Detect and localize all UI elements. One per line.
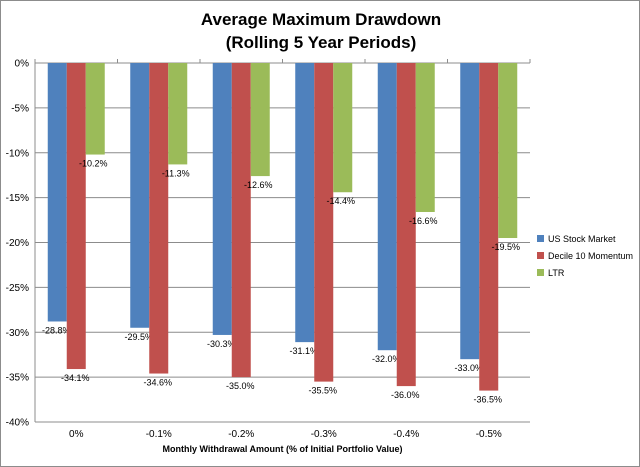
bar bbox=[314, 63, 334, 382]
data-label: -16.6% bbox=[409, 216, 438, 226]
y-tick-label: -20% bbox=[6, 238, 29, 249]
data-label: -32.0% bbox=[372, 354, 401, 364]
data-label: -36.5% bbox=[473, 395, 502, 405]
bar bbox=[168, 63, 188, 165]
bar bbox=[415, 63, 435, 212]
chart-title: Average Maximum Drawdown bbox=[200, 10, 442, 29]
bar bbox=[149, 63, 169, 374]
data-label: -31.1% bbox=[289, 346, 318, 356]
y-tick-label: -30% bbox=[6, 328, 29, 339]
data-label: -28.8% bbox=[42, 325, 71, 335]
bar bbox=[212, 63, 232, 335]
x-tick-label: 0% bbox=[69, 429, 84, 440]
x-tick-label: -0.2% bbox=[228, 429, 254, 440]
legend-entry: US Stock Market bbox=[548, 234, 616, 244]
legend-entry: LTR bbox=[548, 268, 565, 278]
data-label: -34.1% bbox=[61, 373, 90, 383]
bar bbox=[231, 63, 251, 378]
y-tick-label: -40% bbox=[6, 418, 29, 429]
x-axis-label: Monthly Withdrawal Amount (% of Initial … bbox=[162, 444, 402, 454]
data-label: -34.6% bbox=[143, 378, 172, 388]
data-label: -11.3% bbox=[162, 168, 190, 178]
data-label: -36.0% bbox=[391, 390, 420, 400]
data-label: -30.3% bbox=[207, 339, 236, 349]
legend-entry: Decile 10 Momentum bbox=[548, 251, 633, 261]
x-tick-label: -0.1% bbox=[146, 429, 172, 440]
bar bbox=[130, 63, 150, 328]
data-label: -35.0% bbox=[226, 381, 255, 391]
y-tick-label: -10% bbox=[6, 148, 29, 159]
y-tick-label: -25% bbox=[6, 283, 29, 294]
x-tick-label: -0.4% bbox=[393, 429, 419, 440]
y-tick-label: -15% bbox=[6, 193, 29, 204]
y-tick-label: -35% bbox=[6, 373, 29, 384]
bar bbox=[396, 63, 416, 387]
y-tick-label: -5% bbox=[11, 103, 29, 114]
bar bbox=[479, 63, 499, 391]
bar bbox=[85, 63, 105, 155]
bar bbox=[66, 63, 86, 370]
data-label: -14.4% bbox=[326, 196, 355, 206]
chart-subtitle: (Rolling 5 Year Periods) bbox=[225, 33, 417, 52]
y-tick-label: 0% bbox=[15, 59, 30, 70]
data-label: -10.2% bbox=[79, 159, 108, 169]
x-tick-label: -0.5% bbox=[476, 429, 502, 440]
bar bbox=[377, 63, 397, 351]
bar bbox=[47, 63, 67, 322]
legend-swatch bbox=[537, 252, 544, 259]
data-label: -12.6% bbox=[244, 180, 273, 190]
bar bbox=[460, 63, 480, 360]
x-tick-label: -0.3% bbox=[311, 429, 337, 440]
data-label: -35.5% bbox=[308, 386, 337, 396]
bar bbox=[250, 63, 270, 177]
legend-swatch bbox=[537, 269, 544, 276]
data-label: -19.5% bbox=[491, 242, 520, 252]
data-label: -29.5% bbox=[124, 332, 153, 342]
legend-swatch bbox=[537, 235, 544, 242]
bar bbox=[333, 63, 353, 193]
bar bbox=[295, 63, 315, 343]
bar bbox=[498, 63, 518, 239]
data-label: -33.0% bbox=[454, 363, 483, 373]
